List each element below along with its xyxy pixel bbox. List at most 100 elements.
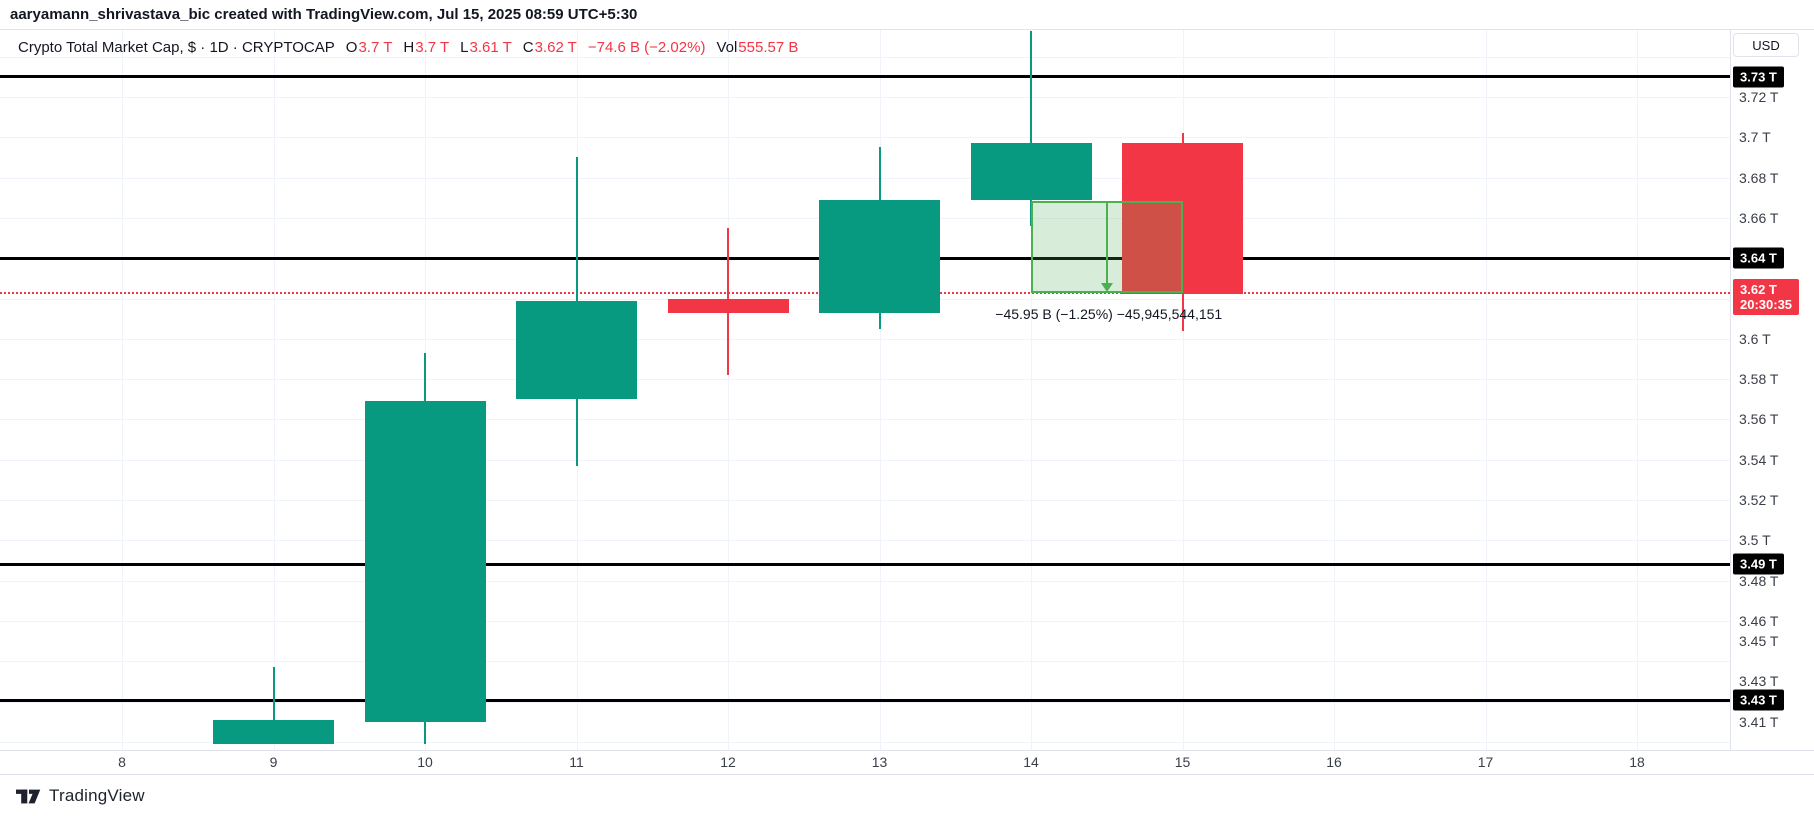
change-value: −74.6 B (−2.02%)	[587, 39, 706, 56]
close-value: 3.62 T	[534, 39, 577, 56]
time-tick: 10	[417, 754, 433, 770]
drawn-horizontal-line[interactable]	[0, 562, 1730, 566]
time-tick: 13	[871, 754, 888, 770]
gridline-horizontal	[0, 419, 1730, 421]
price-line-label: 3.49 T	[1733, 553, 1784, 575]
gridline-vertical	[1182, 30, 1184, 750]
attribution-text: aaryamann_shrivastava_bic created with T…	[10, 6, 638, 23]
price-tick: 3.45 T	[1739, 633, 1779, 650]
candle-body-day-9	[213, 719, 334, 744]
price-tick: 3.58 T	[1739, 371, 1779, 388]
open-label: O	[345, 39, 358, 56]
time-tick: 12	[720, 754, 736, 770]
price-tick: 3.48 T	[1739, 572, 1779, 589]
volume-legend: Vol555.57 B	[716, 39, 798, 56]
price-tick: 3.52 T	[1739, 492, 1779, 508]
last-price-value: 3.62 T	[1740, 282, 1777, 298]
candle-body-day-11	[516, 300, 637, 400]
last-price-time: 20:30:35	[1740, 297, 1793, 313]
time-tick: 11	[569, 754, 584, 770]
gridline-horizontal	[0, 540, 1730, 542]
time-tick: 8	[118, 754, 126, 770]
ohlc-high: H3.7 T	[403, 39, 449, 56]
price-tick: 3.72 T	[1739, 89, 1779, 105]
legend: Crypto Total Market Cap, $ · 1D · CRYPTO…	[18, 39, 798, 56]
gridline-horizontal	[0, 177, 1730, 179]
gridline-vertical	[1485, 30, 1487, 750]
price-tick: 3.6 T	[1739, 330, 1771, 347]
ohlc-close: C3.62 T	[523, 39, 577, 56]
tradingview-logo-icon[interactable]	[16, 787, 42, 806]
gridline-vertical	[122, 30, 123, 750]
open-value: 3.7 T	[358, 39, 393, 56]
close-label: C	[522, 39, 534, 56]
price-tick: 3.68 T	[1739, 169, 1779, 186]
candle-body-day-13	[819, 199, 940, 313]
high-label: H	[403, 39, 415, 56]
price-axis[interactable]: 3.73 T 3.64 T 3.49 T 3.43 T 3.72 T 3.7 T 3.68 …	[1730, 30, 1814, 750]
time-tick: 14	[1023, 754, 1039, 770]
gridline-horizontal	[0, 741, 1730, 743]
price-tick: 3.41 T	[1739, 713, 1779, 730]
price-range-readout: −45.95 B (−1.25%) −45,945,544,151	[995, 306, 1223, 323]
gridline-horizontal	[0, 500, 1730, 501]
price-line-label: 3.43 T	[1733, 689, 1784, 711]
gridline-horizontal	[0, 379, 1730, 381]
low-label: L	[460, 39, 469, 56]
candle-body-day-10	[364, 401, 486, 722]
volume-value: 555.57 B	[738, 39, 799, 56]
high-value: 3.7 T	[415, 39, 450, 56]
gridline-horizontal	[0, 459, 1730, 461]
candle-wick-day-14	[1030, 30, 1032, 226]
gridline-vertical	[273, 30, 275, 750]
gridline-horizontal	[0, 701, 1730, 703]
drawn-horizontal-line[interactable]	[0, 698, 1730, 702]
tradingview-logo-text[interactable]: TradingView	[49, 786, 145, 805]
gridline-vertical	[1334, 30, 1335, 750]
price-tick: 3.66 T	[1739, 209, 1779, 226]
candle-body-day-12	[667, 298, 789, 313]
symbol-title[interactable]: Crypto Total Market Cap, $ · 1D · CRYPTO…	[18, 39, 335, 56]
gridline-vertical	[879, 30, 881, 750]
low-value: 3.61 T	[469, 39, 512, 56]
gridline-vertical	[1031, 30, 1032, 750]
price-tick: 3.54 T	[1739, 451, 1779, 468]
gridline-horizontal	[0, 580, 1730, 582]
chart-pane[interactable]: Crypto Total Market Cap, $ · 1D · CRYPTO…	[0, 30, 1730, 750]
time-tick: 15	[1174, 754, 1191, 770]
attribution-bar: aaryamann_shrivastava_bic created with T…	[0, 0, 1814, 30]
ohlc-low: L3.61 T	[460, 39, 512, 56]
last-price-label: 3.62 T 20:30:35	[1733, 279, 1800, 316]
candle-body-day-14	[970, 143, 1092, 200]
time-tick: 18	[1629, 754, 1645, 770]
drawn-horizontal-line[interactable]	[0, 75, 1730, 79]
gridline-horizontal	[0, 97, 1730, 98]
gridline-horizontal	[0, 620, 1730, 622]
bottom-bar: TradingView	[0, 776, 1814, 816]
gridline-vertical	[728, 30, 729, 750]
time-tick: 17	[1477, 754, 1494, 770]
gridline-horizontal	[0, 661, 1730, 663]
price-range-arrowhead-icon	[1100, 283, 1113, 293]
gridline-horizontal	[0, 56, 1730, 58]
gridline-horizontal	[0, 338, 1730, 340]
time-tick: 16	[1326, 754, 1342, 770]
gridline-horizontal	[0, 137, 1730, 139]
volume-label: Vol	[716, 39, 738, 56]
candle-body-day-15	[1122, 143, 1243, 295]
ohlc-open: O3.7 T	[346, 39, 393, 56]
price-tick: 3.7 T	[1739, 129, 1771, 146]
price-tick: 3.46 T	[1739, 612, 1779, 629]
gridline-vertical	[1637, 30, 1638, 750]
currency-button[interactable]: USD	[1733, 33, 1799, 57]
price-tick: 3.43 T	[1739, 673, 1779, 690]
price-line-label: 3.73 T	[1733, 66, 1784, 88]
price-range-arrow	[1105, 202, 1108, 285]
time-tick: 9	[269, 754, 278, 770]
time-axis[interactable]: 8 9 10 11 12 13 14 15 16 17 18	[0, 750, 1814, 775]
candle-wick-day-9	[272, 667, 275, 744]
price-tick: 3.56 T	[1739, 411, 1779, 428]
price-tick: 3.5 T	[1739, 532, 1771, 549]
price-line-label: 3.64 T	[1733, 247, 1784, 269]
